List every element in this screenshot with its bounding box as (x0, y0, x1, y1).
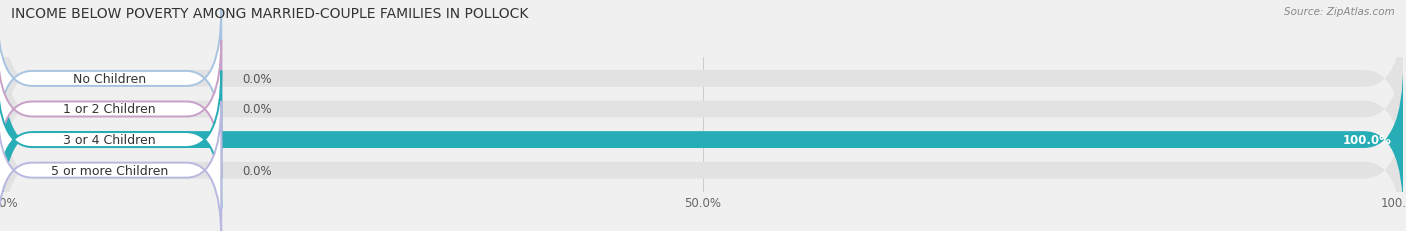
FancyBboxPatch shape (3, 63, 1403, 217)
FancyBboxPatch shape (3, 33, 1403, 186)
FancyBboxPatch shape (0, 41, 221, 178)
Text: 100.0%: 100.0% (1343, 134, 1392, 146)
Text: 1 or 2 Children: 1 or 2 Children (63, 103, 156, 116)
FancyBboxPatch shape (0, 10, 221, 148)
Text: No Children: No Children (73, 73, 146, 85)
Text: 0.0%: 0.0% (242, 164, 271, 177)
FancyBboxPatch shape (3, 2, 1403, 156)
Text: 0.0%: 0.0% (242, 103, 271, 116)
FancyBboxPatch shape (3, 94, 1403, 231)
FancyBboxPatch shape (0, 71, 221, 209)
Text: 0.0%: 0.0% (242, 73, 271, 85)
FancyBboxPatch shape (0, 102, 221, 231)
Text: 5 or more Children: 5 or more Children (51, 164, 167, 177)
Text: 3 or 4 Children: 3 or 4 Children (63, 134, 156, 146)
Text: INCOME BELOW POVERTY AMONG MARRIED-COUPLE FAMILIES IN POLLOCK: INCOME BELOW POVERTY AMONG MARRIED-COUPL… (11, 7, 529, 21)
FancyBboxPatch shape (3, 63, 1403, 217)
Text: Source: ZipAtlas.com: Source: ZipAtlas.com (1284, 7, 1395, 17)
